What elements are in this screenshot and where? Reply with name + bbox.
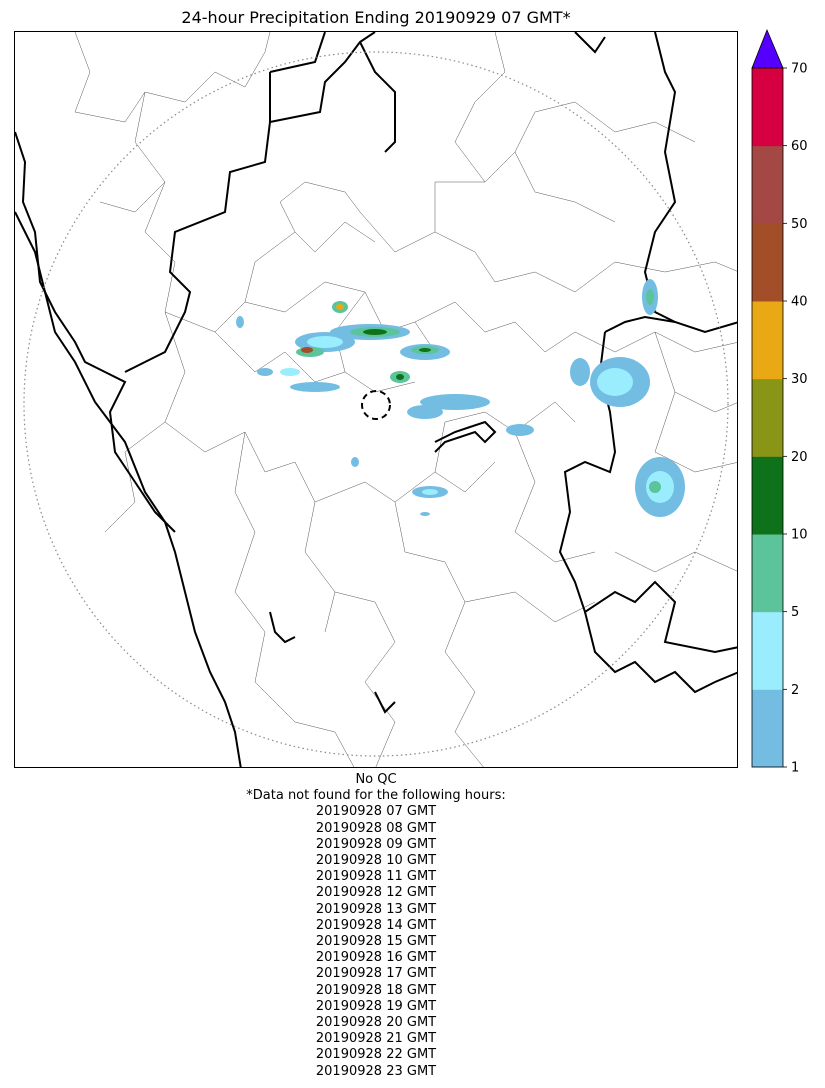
coastline (15, 211, 242, 767)
missing-hour-item: 20190928 23 GMT (315, 1063, 437, 1079)
missing-hour-item: 20190928 08 GMT (315, 820, 437, 836)
state-borders (15, 32, 737, 714)
precipitation-shading (236, 279, 685, 517)
missing-hour-item: 20190928 09 GMT (315, 836, 437, 852)
missing-hour-item: 20190928 20 GMT (315, 1015, 437, 1031)
colorbar-tick-label: 50 (791, 217, 808, 232)
colorbar-tick-label: 30 (791, 372, 808, 387)
colorbar-tick-label: 60 (791, 139, 808, 154)
colorbar-tick-label: 20 (791, 450, 808, 465)
colorbar-extend-arrow (751, 28, 784, 69)
colorbar-tick-label: 2 (791, 683, 799, 698)
missing-data-note: *Data not found for the following hours: (246, 788, 506, 804)
missing-hour-item: 20190928 17 GMT (315, 966, 437, 982)
map-canvas (15, 32, 737, 767)
colorbar: 1 2 5 10 20 30 40 50 60 70 (751, 28, 808, 774)
footer-notes: No QC *Data not found for the following … (14, 772, 738, 1080)
colorbar-bin (752, 534, 783, 613)
missing-hour-item: 20190928 14 GMT (315, 917, 437, 933)
missing-hour-item: 20190928 10 GMT (315, 853, 437, 869)
colorbar-bin (752, 68, 783, 147)
colorbar-bin (752, 611, 783, 690)
missing-hour-item: 20190928 18 GMT (315, 982, 437, 998)
map-panel[interactable] (14, 31, 738, 768)
missing-hour-item: 20190928 07 GMT (315, 804, 437, 820)
radar-range-ring (23, 51, 729, 757)
colorbar-tick-label: 5 (791, 605, 799, 620)
qc-note: No QC (355, 772, 397, 787)
missing-hour-item: 20190928 16 GMT (315, 950, 437, 966)
missing-hour-item: 20190928 21 GMT (315, 1031, 437, 1047)
colorbar-bin (752, 378, 783, 457)
colorbar-outline (751, 67, 784, 768)
missing-hours-list: 20190928 07 GMT 20190928 08 GMT 20190928 0… (14, 804, 738, 1079)
colorbar-bin (752, 689, 783, 768)
colorbar-bin (752, 223, 783, 302)
radar-site-ring (361, 390, 391, 420)
map-title: 24-hour Precipitation Ending 20190929 07… (181, 8, 571, 27)
district-borders (74, 32, 737, 767)
colorbar-tick-label: 70 (791, 62, 808, 77)
missing-hour-item: 20190928 12 GMT (315, 885, 437, 901)
colorbar-bin (752, 301, 783, 380)
missing-hour-item: 20190928 19 GMT (315, 998, 437, 1014)
colorbar-bin (752, 145, 783, 224)
missing-hour-item: 20190928 22 GMT (315, 1047, 437, 1063)
missing-hour-item: 20190928 13 GMT (315, 901, 437, 917)
colorbar-bin (752, 456, 783, 535)
colorbar-tick-label: 1 (791, 761, 799, 774)
colorbar-tick-label: 40 (791, 295, 808, 310)
missing-hour-item: 20190928 11 GMT (315, 869, 437, 885)
colorbar-tick-label: 10 (791, 528, 808, 543)
missing-hour-item: 20190928 15 GMT (315, 934, 437, 950)
